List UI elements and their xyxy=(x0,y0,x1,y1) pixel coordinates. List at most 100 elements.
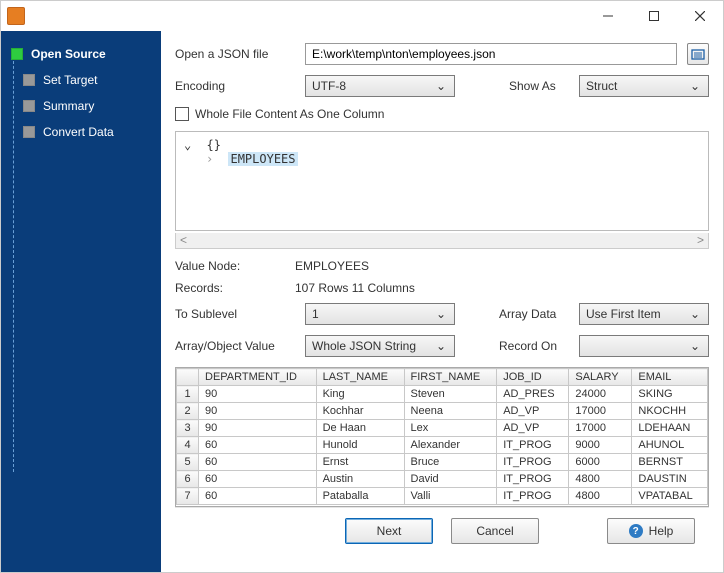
chevron-down-icon: ⌄ xyxy=(688,79,702,93)
table-row[interactable]: 460HunoldAlexanderIT_PROG9000AHUNOL xyxy=(177,437,708,454)
column-header[interactable]: DEPARTMENT_ID xyxy=(199,369,317,386)
column-header[interactable]: EMAIL xyxy=(632,369,708,386)
help-icon: ? xyxy=(629,524,643,538)
value-node: EMPLOYEES xyxy=(295,259,369,273)
main-panel: Open a JSON file Encoding UTF-8 ⌄ Show A… xyxy=(161,31,723,572)
column-header[interactable]: FIRST_NAME xyxy=(404,369,497,386)
sidebar-item-label: Summary xyxy=(43,99,94,113)
cancel-button[interactable]: Cancel xyxy=(451,518,539,544)
array-data-label: Array Data xyxy=(499,307,569,321)
preview-table-wrap[interactable]: DEPARTMENT_IDLAST_NAMEFIRST_NAMEJOB_IDSA… xyxy=(175,367,709,507)
whole-file-label: Whole File Content As One Column xyxy=(195,107,384,121)
rownum-cell: 3 xyxy=(177,420,199,437)
tree-scrollbar[interactable]: <> xyxy=(175,233,709,249)
table-cell: 90 xyxy=(199,420,317,437)
table-cell: Pataballa xyxy=(316,488,404,505)
table-cell: 60 xyxy=(199,437,317,454)
sidebar-item-open-source[interactable]: Open Source xyxy=(1,41,161,67)
wizard-sidebar: Open Source Set Target Summary Convert Data xyxy=(1,31,161,572)
value-node-label: Value Node: xyxy=(175,259,295,273)
table-cell: Hunold xyxy=(316,437,404,454)
array-obj-label: Array/Object Value xyxy=(175,339,295,353)
open-file-input[interactable] xyxy=(305,43,677,65)
json-tree[interactable]: ⌄ {} › EMPLOYEES xyxy=(175,131,709,231)
maximize-button[interactable] xyxy=(631,1,677,31)
to-sublevel-select[interactable]: 1 ⌄ xyxy=(305,303,455,325)
showas-value: Struct xyxy=(586,79,617,93)
minimize-button[interactable] xyxy=(585,1,631,31)
rownum-cell: 1 xyxy=(177,386,199,403)
help-button[interactable]: ? Help xyxy=(607,518,695,544)
table-cell: Ernst xyxy=(316,454,404,471)
table-cell: Austin xyxy=(316,471,404,488)
table-row[interactable]: 560ErnstBruceIT_PROG6000BERNST xyxy=(177,454,708,471)
to-sublevel-label: To Sublevel xyxy=(175,307,295,321)
column-header[interactable]: LAST_NAME xyxy=(316,369,404,386)
table-cell: Valli xyxy=(404,488,497,505)
step-marker-icon xyxy=(23,100,35,112)
tree-root: {} xyxy=(206,138,220,152)
table-cell: 9000 xyxy=(569,437,632,454)
chevron-down-icon: ⌄ xyxy=(434,79,448,93)
column-header[interactable]: JOB_ID xyxy=(497,369,569,386)
sidebar-item-convert-data[interactable]: Convert Data xyxy=(1,119,161,145)
tree-node-employees[interactable]: EMPLOYEES xyxy=(228,152,297,166)
sidebar-item-set-target[interactable]: Set Target xyxy=(1,67,161,93)
table-cell: Steven xyxy=(404,386,497,403)
close-button[interactable] xyxy=(677,1,723,31)
rownum-cell: 4 xyxy=(177,437,199,454)
browse-button[interactable] xyxy=(687,43,709,65)
table-cell: Kochhar xyxy=(316,403,404,420)
app-icon xyxy=(7,7,25,25)
encoding-select[interactable]: UTF-8 ⌄ xyxy=(305,75,455,97)
table-cell: King xyxy=(316,386,404,403)
expand-toggle-icon[interactable]: ⌄ xyxy=(184,138,191,152)
window-controls xyxy=(585,1,723,31)
rownum-header xyxy=(177,369,199,386)
preview-table: DEPARTMENT_IDLAST_NAMEFIRST_NAMEJOB_IDSA… xyxy=(176,368,708,505)
record-on-label: Record On xyxy=(499,339,569,353)
next-button[interactable]: Next xyxy=(345,518,433,544)
encoding-value: UTF-8 xyxy=(312,79,346,93)
table-cell: David xyxy=(404,471,497,488)
table-cell: VPATABAL xyxy=(632,488,708,505)
table-cell: 4800 xyxy=(569,488,632,505)
table-cell: AHUNOL xyxy=(632,437,708,454)
table-cell: 24000 xyxy=(569,386,632,403)
table-cell: 17000 xyxy=(569,420,632,437)
table-cell: DAUSTIN xyxy=(632,471,708,488)
table-row[interactable]: 290KochharNeenaAD_VP17000NKOCHH xyxy=(177,403,708,420)
app-window: Open Source Set Target Summary Convert Data… xyxy=(0,0,724,573)
rownum-cell: 6 xyxy=(177,471,199,488)
column-header[interactable]: SALARY xyxy=(569,369,632,386)
whole-file-checkbox[interactable] xyxy=(175,107,189,121)
chevron-down-icon: ⌄ xyxy=(434,307,448,321)
array-data-select[interactable]: Use First Item ⌄ xyxy=(579,303,709,325)
table-cell: 60 xyxy=(199,488,317,505)
table-cell: SKING xyxy=(632,386,708,403)
showas-select[interactable]: Struct ⌄ xyxy=(579,75,709,97)
chevron-down-icon: ⌄ xyxy=(434,339,448,353)
table-cell: BERNST xyxy=(632,454,708,471)
showas-label: Show As xyxy=(509,79,569,93)
step-marker-icon xyxy=(23,126,35,138)
to-sublevel-value: 1 xyxy=(312,307,319,321)
table-cell: 17000 xyxy=(569,403,632,420)
sidebar-item-label: Open Source xyxy=(31,47,106,61)
table-cell: 60 xyxy=(199,454,317,471)
step-marker-icon xyxy=(23,74,35,86)
table-cell: Neena xyxy=(404,403,497,420)
array-obj-select[interactable]: Whole JSON String ⌄ xyxy=(305,335,455,357)
table-row[interactable]: 660AustinDavidIT_PROG4800DAUSTIN xyxy=(177,471,708,488)
encoding-label: Encoding xyxy=(175,79,295,93)
table-cell: AD_PRES xyxy=(497,386,569,403)
record-on-select[interactable]: ⌄ xyxy=(579,335,709,357)
table-cell: 4800 xyxy=(569,471,632,488)
sidebar-item-summary[interactable]: Summary xyxy=(1,93,161,119)
sidebar-item-label: Convert Data xyxy=(43,125,114,139)
table-row[interactable]: 190KingStevenAD_PRES24000SKING xyxy=(177,386,708,403)
table-row[interactable]: 760PataballaValliIT_PROG4800VPATABAL xyxy=(177,488,708,505)
table-row[interactable]: 390De HaanLexAD_VP17000LDEHAAN xyxy=(177,420,708,437)
table-cell: Lex xyxy=(404,420,497,437)
expand-toggle-icon[interactable]: › xyxy=(206,152,213,166)
